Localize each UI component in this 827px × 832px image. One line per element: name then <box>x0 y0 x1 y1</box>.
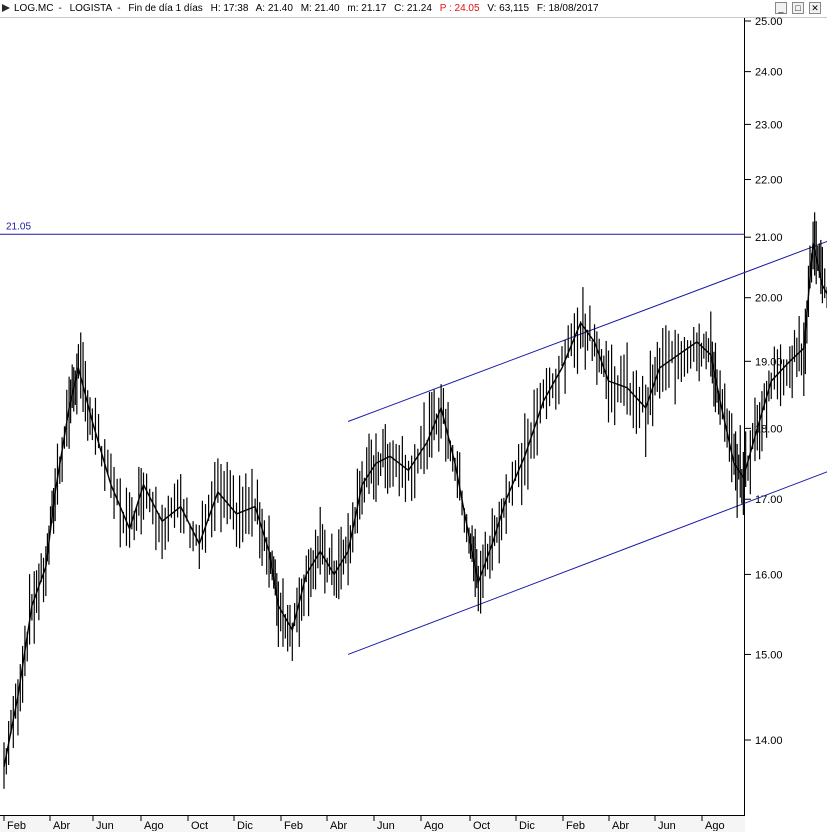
y-tick-label: 24.00 <box>755 67 783 79</box>
maximize-button[interactable]: □ <box>792 2 804 14</box>
reference-line-label: 21.05 <box>6 221 31 232</box>
x-tick-label: Abr <box>330 820 347 831</box>
x-tick-label: Oct <box>191 820 208 831</box>
separator: - <box>58 3 62 14</box>
channel-upper-line <box>347 240 827 422</box>
y-tick-label: 25.00 <box>755 16 783 28</box>
y-tick-label: 20.00 <box>755 293 783 305</box>
y-tick-label: 16.00 <box>755 569 783 581</box>
y-tick-label: 21.00 <box>755 232 783 244</box>
x-tick-label: Dic <box>519 820 535 831</box>
close-button[interactable]: ✕ <box>809 2 821 14</box>
x-tick-label: Feb <box>7 820 26 831</box>
close-field: C: 21.24 <box>394 3 432 14</box>
x-tick-label: Jun <box>377 820 395 831</box>
time-field: H: 17:38 <box>210 3 249 14</box>
y-tick-label: 19.00 <box>755 356 783 368</box>
company-name: LOGISTA <box>69 3 113 14</box>
y-tick-label: 23.00 <box>755 119 783 131</box>
x-axis <box>0 815 745 832</box>
x-tick-label: Abr <box>53 820 70 831</box>
x-tick-label: Jun <box>658 820 676 831</box>
price-field: P : 24.05 <box>439 3 480 14</box>
title-text: LOG.MC - LOGISTA - Fin de día 1 días H: 17… <box>14 0 604 17</box>
x-tick-label: Jun <box>96 820 114 831</box>
minimize-button[interactable]: _ <box>775 2 787 14</box>
x-tick-label: Oct <box>473 820 490 831</box>
y-tick-label: 22.00 <box>755 175 783 187</box>
x-tick-label: Ago <box>424 820 444 831</box>
plot-area[interactable] <box>0 18 745 815</box>
title-bar: LOG.MC - LOGISTA - Fin de día 1 días H: 17… <box>0 0 827 18</box>
price-line <box>3 242 827 768</box>
x-tick-label: Abr <box>612 820 629 831</box>
volume-field: V: 63,115 <box>487 3 530 14</box>
separator: - <box>117 3 121 14</box>
x-tick-label: Feb <box>284 820 303 831</box>
low-field: m: 21.17 <box>347 3 387 14</box>
x-tick-label: Ago <box>144 820 164 831</box>
channel-lower-line <box>347 471 827 655</box>
ticker-label: LOG.MC <box>14 3 54 14</box>
period-label: Fin de día 1 días <box>128 3 203 14</box>
system-menu-icon[interactable] <box>2 4 10 12</box>
y-tick-label: 15.00 <box>755 649 783 661</box>
open-field: A: 21.40 <box>255 3 293 14</box>
y-tick-label: 14.00 <box>755 735 783 747</box>
x-tick-label: Ago <box>705 820 725 831</box>
x-tick-label: Dic <box>237 820 253 831</box>
x-tick-label: Feb <box>566 820 585 831</box>
high-field: M: 21.40 <box>300 3 340 14</box>
date-field: F: 18/08/2017 <box>536 3 599 14</box>
y-tick-label: 17.00 <box>755 494 783 506</box>
